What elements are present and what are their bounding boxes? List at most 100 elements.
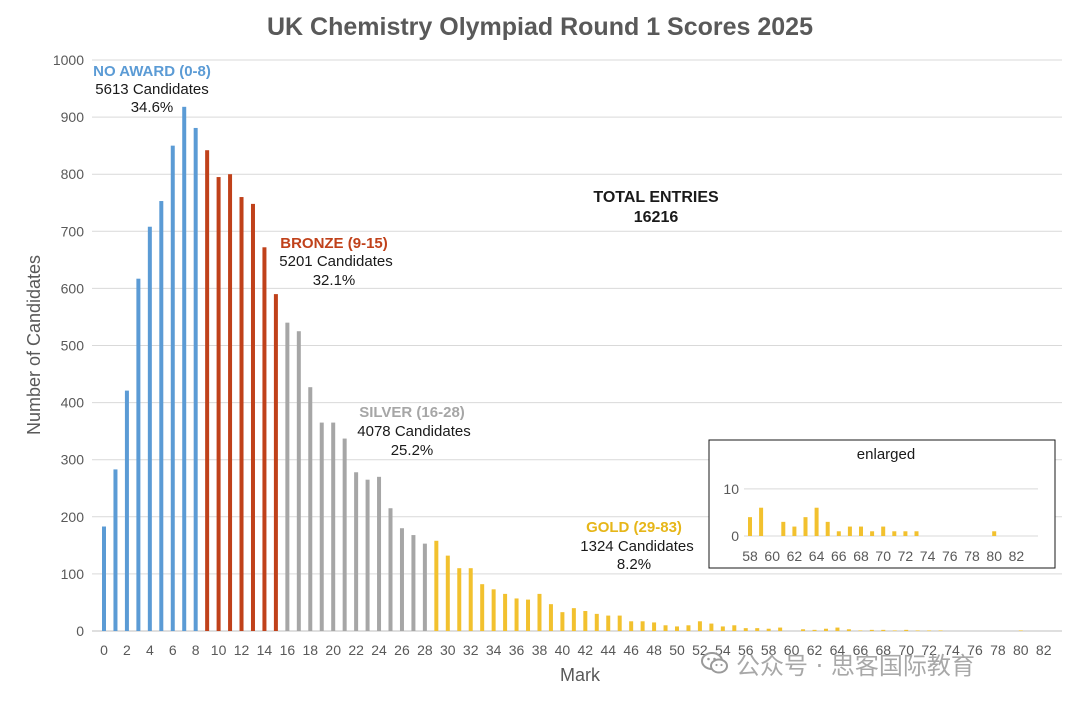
- bar-mark-2: [124, 390, 129, 631]
- x-tick-label: 8: [192, 642, 200, 658]
- x-tick-label: 64: [830, 642, 846, 658]
- inset-bar-mark-69: [870, 531, 875, 536]
- inset-bar-mark-70: [881, 526, 886, 536]
- x-tick-label: 42: [578, 642, 594, 658]
- bar-mark-63: [823, 628, 828, 631]
- total-entries-annotation: TOTAL ENTRIES 16216: [593, 189, 719, 226]
- bar-mark-72: [927, 630, 932, 631]
- inset-bar-mark-68: [859, 526, 863, 536]
- bar-mark-50: [675, 626, 679, 631]
- inset-x-tick-label: 82: [1009, 548, 1025, 564]
- inset-bar-mark-67: [847, 526, 852, 536]
- watermark-text: 公众号 · 思客国际教育: [736, 651, 975, 680]
- bar-mark-64: [835, 627, 840, 631]
- bar-mark-48: [652, 622, 657, 631]
- x-tick-label: 10: [211, 642, 227, 658]
- inset-bars: [748, 507, 997, 536]
- x-tick-label: 56: [738, 642, 754, 658]
- bar-mark-20: [331, 422, 336, 631]
- bar-mark-44: [606, 615, 611, 631]
- x-tick-label: 80: [1013, 642, 1029, 658]
- x-axis-label: Mark: [560, 665, 601, 685]
- bar-mark-6: [170, 145, 175, 631]
- bar-mark-21: [342, 438, 347, 631]
- bar-mark-70: [904, 629, 909, 631]
- bar-mark-55: [732, 625, 737, 631]
- bar-mark-30: [445, 555, 450, 631]
- bar-mark-19: [319, 422, 324, 631]
- x-tick-label: 2: [123, 642, 131, 658]
- x-tick-label: 26: [394, 642, 410, 658]
- inset-x-tick-label: 60: [764, 548, 780, 564]
- inset-title: enlarged: [857, 446, 915, 463]
- bar-mark-58: [766, 628, 771, 631]
- x-tick-label: 82: [1036, 642, 1052, 658]
- band-name-no-award: NO AWARD (0-8): [93, 63, 211, 80]
- inset-x-tick-label: 74: [920, 548, 936, 564]
- inset-bar-mark-59: [759, 507, 764, 536]
- bar-mark-33: [480, 584, 485, 631]
- y-axis-label: Number of Candidates: [24, 255, 44, 435]
- x-tick-label: 38: [532, 642, 548, 658]
- x-tick-label: 62: [807, 642, 823, 658]
- band-name-bronze: BRONZE (9-15): [280, 235, 388, 252]
- bar-mark-36: [514, 598, 519, 631]
- bar-mark-42: [583, 611, 588, 631]
- wechat-icon: [701, 652, 728, 674]
- bar-mark-49: [663, 625, 668, 631]
- x-tick-label: 20: [325, 642, 341, 658]
- x-tick-label: 24: [371, 642, 387, 658]
- y-tick-label: 200: [61, 509, 85, 525]
- y-tick-label: 400: [61, 395, 85, 411]
- inset-bar-mark-62: [792, 526, 797, 536]
- inset-x-axis-ticks: 58 60 62 64 66 68 70 72 74 76 78 80 82: [742, 548, 1024, 564]
- x-tick-label: 0: [100, 642, 108, 658]
- bar-mark-1: [113, 469, 118, 631]
- bar-mark-3: [136, 278, 141, 631]
- x-tick-label: 16: [280, 642, 296, 658]
- inset-y-axis-ticks: 0 10: [723, 481, 739, 544]
- y-tick-label: 700: [61, 223, 85, 239]
- band-pct-bronze: 32.1%: [313, 272, 356, 289]
- inset-bar-mark-66: [836, 531, 841, 536]
- band-annotation-silver: SILVER (16-28) 4078 Candidates 25.2%: [357, 404, 470, 459]
- bars: [102, 106, 1023, 632]
- x-tick-label: 40: [555, 642, 571, 658]
- bar-mark-45: [617, 615, 622, 631]
- bar-mark-26: [399, 528, 404, 631]
- x-tick-label: 18: [302, 642, 318, 658]
- bar-mark-65: [846, 629, 851, 631]
- x-axis-ticks: 0 2 4 6 8 10 12 14 16 18 20 22 24 26 28 30 32 34 36 38 40 42 4…: [100, 642, 1052, 658]
- chart-title: UK Chemistry Olympiad Round 1 Scores 202…: [267, 13, 813, 41]
- x-tick-label: 36: [509, 642, 525, 658]
- inset-x-tick-label: 64: [809, 548, 825, 564]
- band-count-silver: 4078 Candidates: [357, 423, 470, 440]
- inset-y-tick-label: 10: [723, 481, 739, 497]
- bar-mark-4: [147, 226, 152, 631]
- band-count-no-award: 5613 Candidates: [95, 81, 208, 98]
- band-annotation-gold: GOLD (29-83) 1324 Candidates 8.2%: [580, 519, 693, 573]
- bar-mark-69: [892, 630, 897, 631]
- y-tick-label: 300: [61, 452, 85, 468]
- bar-mark-46: [629, 621, 634, 631]
- bar-mark-11: [228, 174, 233, 631]
- bar-mark-62: [812, 629, 817, 631]
- band-name-silver: SILVER (16-28): [359, 404, 465, 421]
- bar-mark-22: [354, 472, 359, 631]
- x-tick-label: 52: [692, 642, 708, 658]
- inset-bar-mark-58: [748, 517, 752, 536]
- x-tick-label: 50: [669, 642, 685, 658]
- x-tick-label: 66: [853, 642, 869, 658]
- bar-mark-57: [755, 628, 760, 631]
- bar-mark-13: [250, 203, 255, 631]
- bar-mark-51: [686, 625, 691, 631]
- inset-bar-mark-61: [781, 521, 786, 536]
- x-tick-label: 32: [463, 642, 479, 658]
- bar-mark-14: [262, 247, 267, 631]
- band-pct-gold: 8.2%: [617, 556, 651, 573]
- bar-mark-56: [743, 628, 748, 631]
- x-tick-label: 14: [257, 642, 273, 658]
- x-tick-label: 44: [600, 642, 616, 658]
